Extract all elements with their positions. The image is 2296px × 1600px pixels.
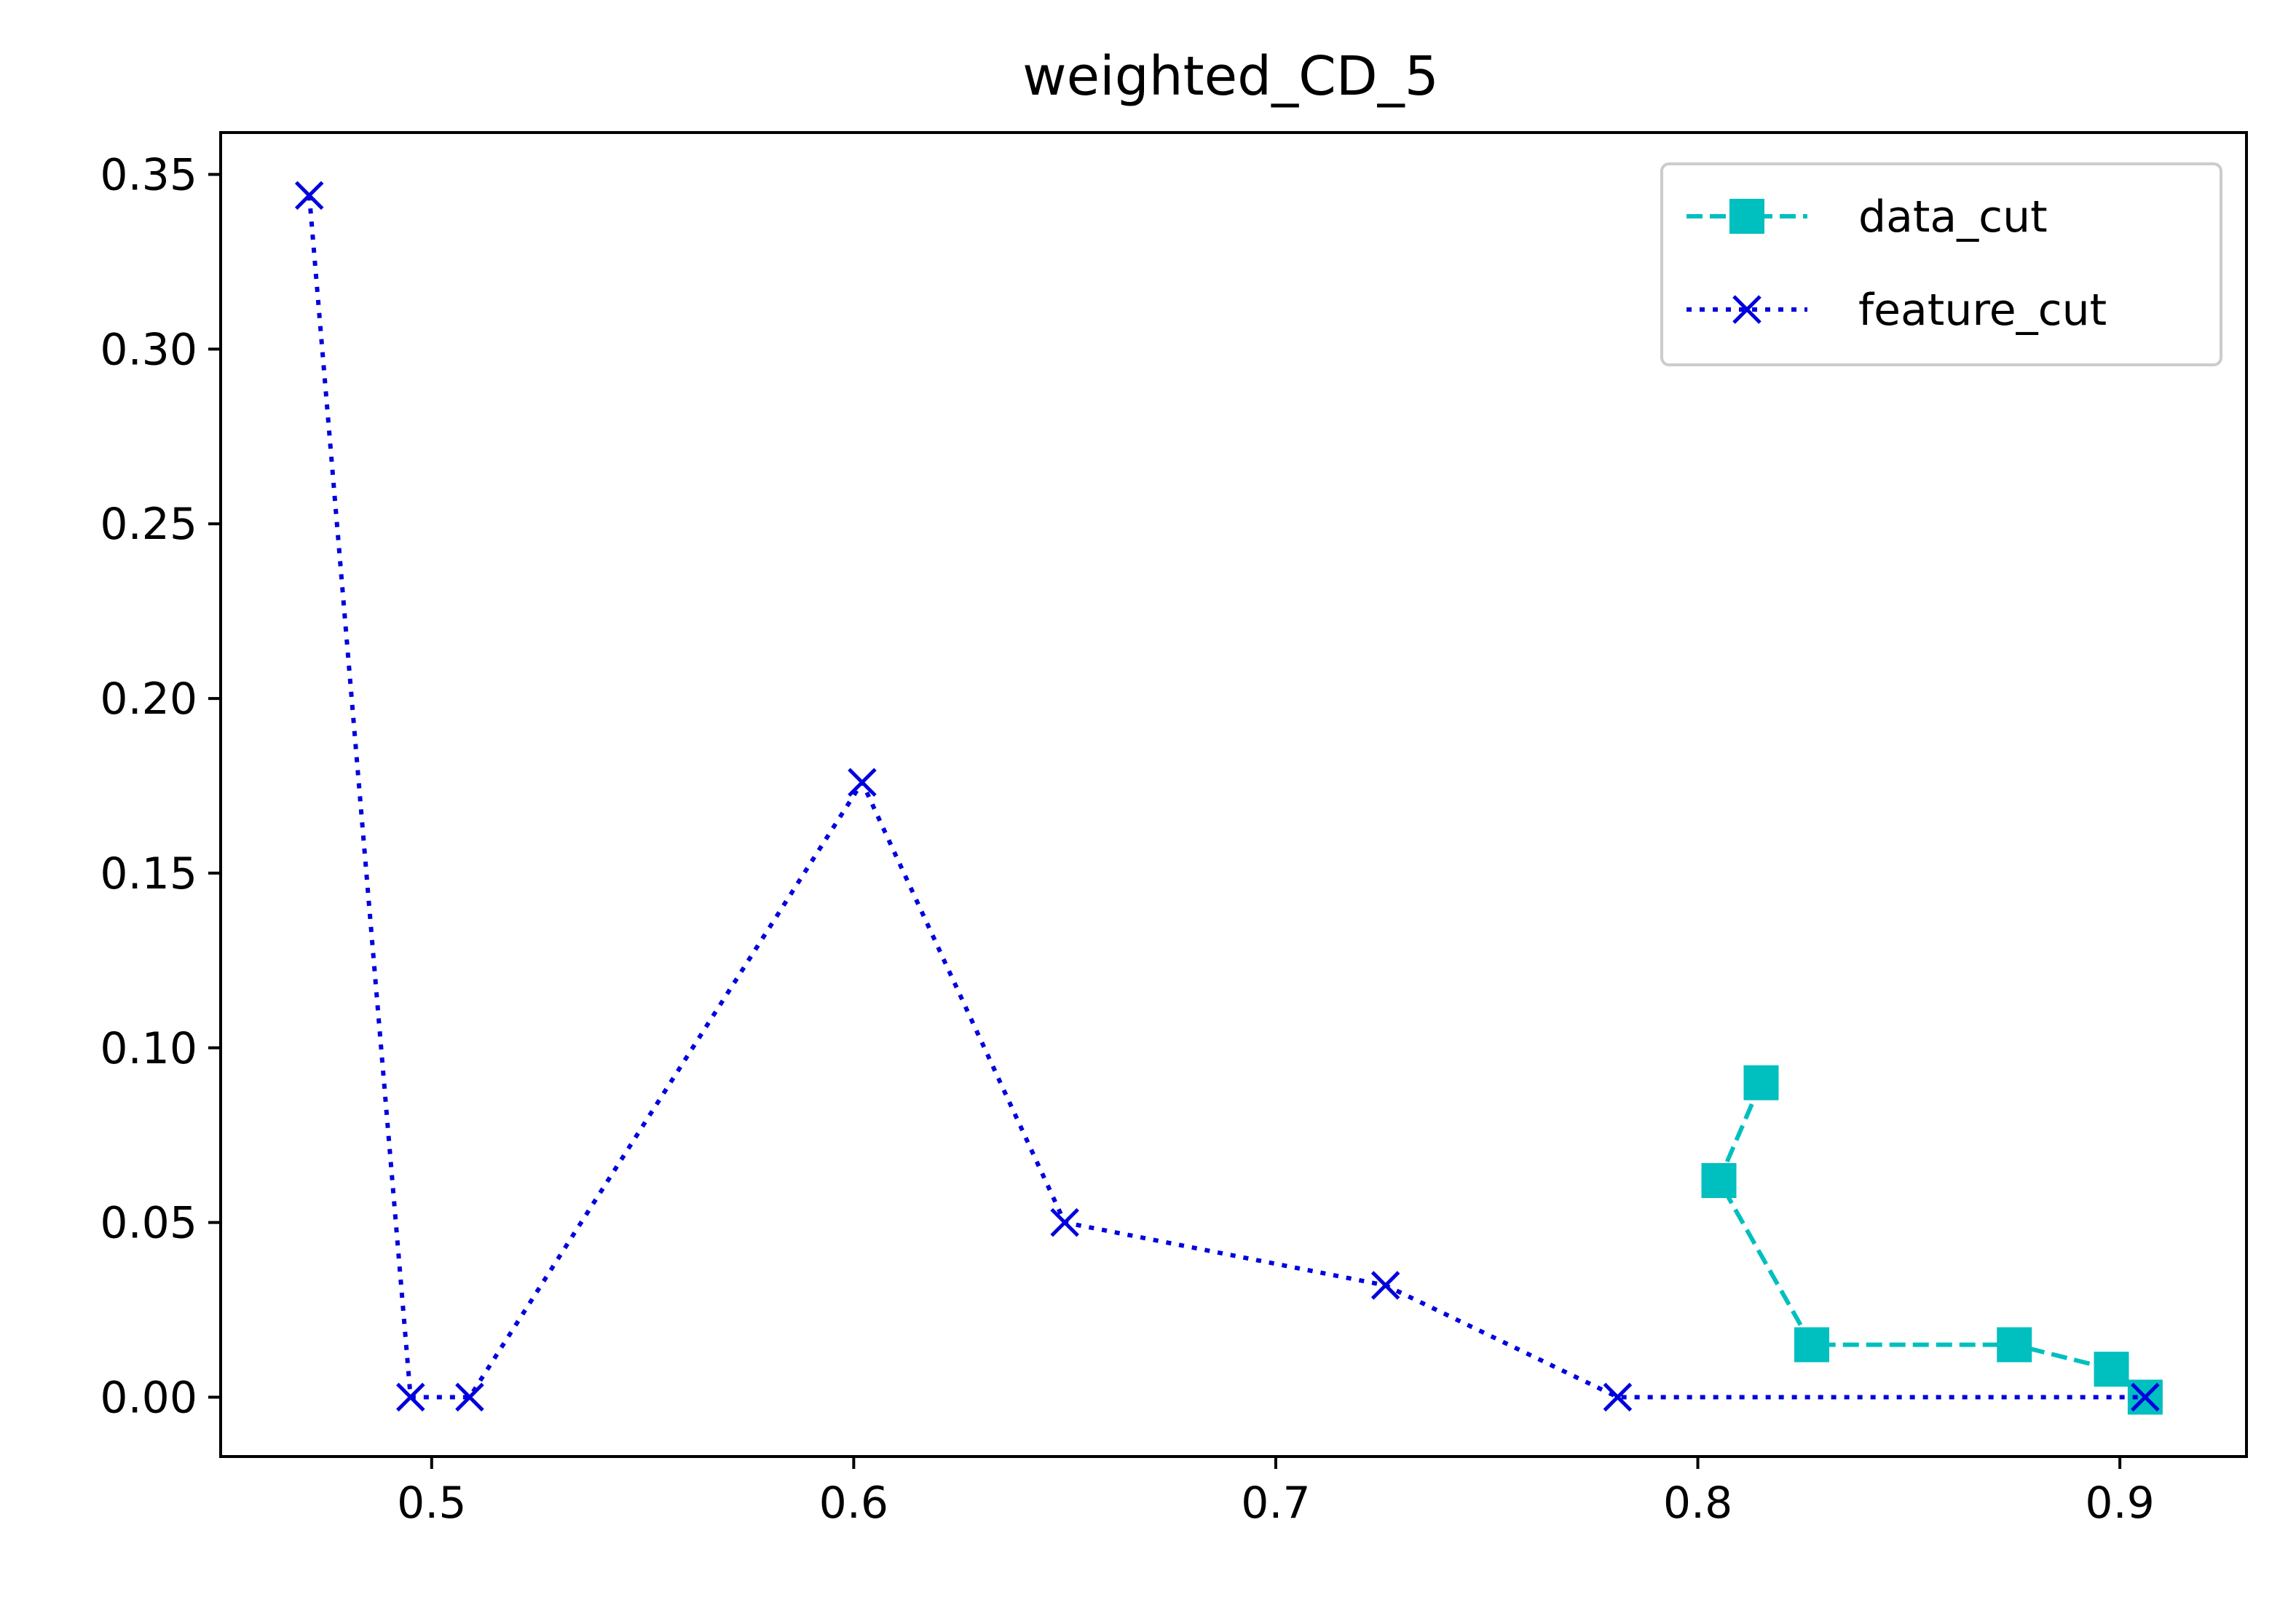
plot-frame bbox=[219, 131, 2248, 1458]
data-point-feature_cut bbox=[1050, 1207, 1079, 1237]
data-point-feature_cut bbox=[848, 768, 877, 797]
data-point-data_cut bbox=[2094, 1352, 2129, 1387]
y-tick-label: 0.30 bbox=[100, 324, 197, 375]
x-tick-label: 0.9 bbox=[2085, 1478, 2154, 1529]
y-tick-label: 0.00 bbox=[100, 1372, 197, 1423]
data-point-data_cut bbox=[1743, 1065, 1779, 1100]
x-tick-label: 0.7 bbox=[1241, 1478, 1310, 1529]
data-point-feature_cut bbox=[1370, 1271, 1400, 1300]
data-point-data_cut bbox=[1794, 1327, 1830, 1363]
y-tick-label: 0.35 bbox=[100, 150, 197, 201]
y-tick-label: 0.05 bbox=[100, 1198, 197, 1249]
data-point-feature_cut bbox=[396, 1382, 425, 1412]
legend-marker-data_cut bbox=[1729, 199, 1764, 234]
y-tick-label: 0.25 bbox=[100, 499, 197, 550]
data-point-feature_cut bbox=[455, 1382, 484, 1412]
legend-label-data_cut: data_cut bbox=[1858, 192, 2048, 243]
y-tick-label: 0.10 bbox=[100, 1023, 197, 1074]
data-point-feature_cut bbox=[294, 181, 324, 210]
y-tick-label: 0.15 bbox=[100, 848, 197, 899]
x-tick-label: 0.6 bbox=[819, 1478, 888, 1529]
series-line-data_cut bbox=[1716, 1081, 2147, 1399]
series-layer bbox=[294, 181, 2163, 1415]
legend-box bbox=[1660, 162, 2222, 366]
chart-title: weighted_CD_5 bbox=[1022, 45, 1439, 108]
x-axis: 0.5 0.6 0.7 0.8 0.9 bbox=[397, 1457, 2155, 1529]
y-tick-label: 0.20 bbox=[100, 674, 197, 725]
data-point-feature_cut bbox=[2131, 1382, 2160, 1412]
series-line-feature_cut bbox=[307, 195, 2145, 1400]
x-tick-label: 0.5 bbox=[397, 1478, 466, 1529]
data-point-data_cut bbox=[1997, 1327, 2032, 1363]
legend-marker-feature_cut bbox=[1732, 295, 1762, 324]
legend-label-feature_cut: feature_cut bbox=[1858, 285, 2107, 336]
y-axis: 0.00 0.05 0.10 0.15 0.20 0.25 0.30 0.35 bbox=[100, 150, 221, 1423]
data-point-feature_cut bbox=[1603, 1382, 1633, 1412]
legend: data_cut feature_cut bbox=[1660, 162, 2222, 366]
x-tick-label: 0.8 bbox=[1663, 1478, 1732, 1529]
data-point-data_cut bbox=[1701, 1163, 1737, 1199]
